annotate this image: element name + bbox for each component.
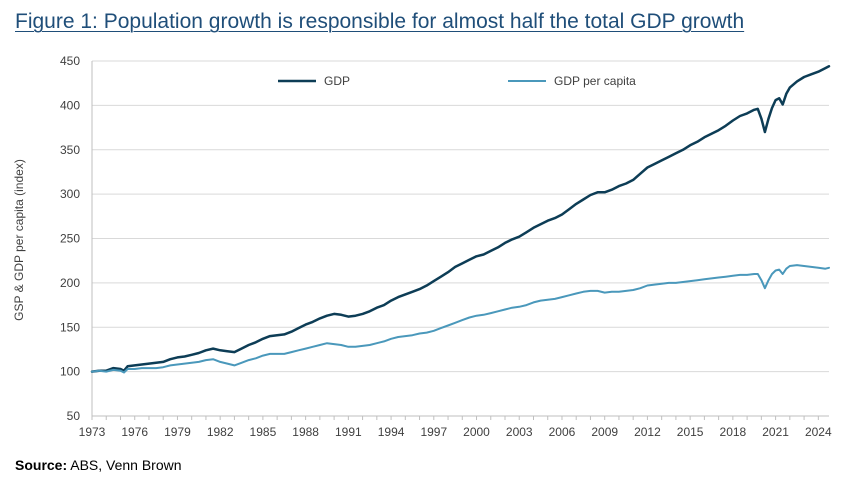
legend: GDP GDP per capita: [278, 74, 636, 88]
x-tick-label: 1985: [250, 425, 277, 439]
line-chart: 50 100 150 200 250 300 350 400 450 1973 1976 1979 19…: [12, 54, 832, 439]
x-tick-label: 2018: [720, 425, 747, 439]
y-tick-label: 300: [60, 187, 80, 201]
y-tick-label: 100: [60, 365, 80, 379]
x-tick-label: 2012: [634, 425, 661, 439]
x-tick-label: 2015: [677, 425, 704, 439]
x-tick-label: 1988: [292, 425, 319, 439]
x-tick-label: 1979: [164, 425, 191, 439]
legend-label: GDP per capita: [554, 74, 636, 88]
y-tick-label: 400: [60, 98, 80, 112]
series-lines: [90, 65, 831, 374]
y-tick-label: 50: [67, 409, 81, 423]
x-tick-label: 2024: [805, 425, 832, 439]
y-tick-label: 450: [60, 54, 80, 68]
legend-label: GDP: [324, 74, 350, 88]
x-tick-label: 2021: [762, 425, 789, 439]
source-note: Source: ABS, Venn Brown: [15, 457, 182, 473]
figure-title: Figure 1: Population growth is responsib…: [15, 10, 745, 33]
y-tick-label: 250: [60, 232, 80, 246]
source-label: Source:: [15, 457, 68, 473]
x-tick-label: 1976: [121, 425, 148, 439]
axes: 50 100 150 200 250 300 350 400 450 1973 1976 1979 19…: [60, 54, 832, 439]
x-tick-label: 1994: [378, 425, 405, 439]
x-tick-label: 2009: [591, 425, 618, 439]
x-tick-label: 1973: [79, 425, 106, 439]
series-line-gdp-per-capita: [91, 264, 830, 374]
x-tick-label: 1991: [335, 425, 362, 439]
y-axis-label: GSP & GDP per capita (index): [12, 159, 26, 321]
x-tick-label: 2003: [506, 425, 533, 439]
y-tick-label: 350: [60, 143, 80, 157]
series-line-gdp: [90, 65, 831, 373]
y-tick-label: 200: [60, 276, 80, 290]
x-tick-label: 1997: [420, 425, 447, 439]
x-tick-label: 2000: [463, 425, 490, 439]
source-text: ABS, Venn Brown: [67, 457, 182, 473]
x-tick-label: 2006: [549, 425, 576, 439]
y-tick-label: 150: [60, 320, 80, 334]
x-tick-label: 1982: [207, 425, 234, 439]
gridlines: [92, 60, 829, 373]
